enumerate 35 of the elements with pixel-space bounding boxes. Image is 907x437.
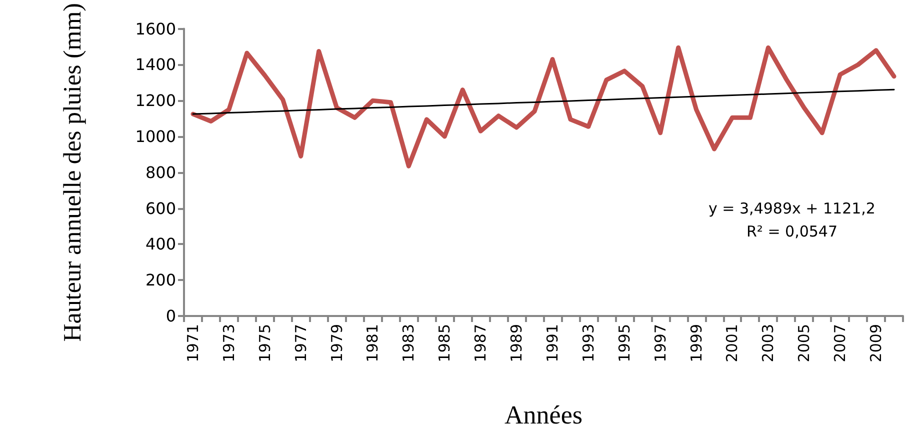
y-tick-label: 1000 bbox=[135, 126, 176, 146]
x-tick-label: 1991 bbox=[543, 324, 562, 362]
y-tick-label: 1600 bbox=[135, 19, 176, 38]
y-tick-label: 200 bbox=[145, 270, 176, 290]
annotation: y = 3,4989x + 1121,2 bbox=[708, 200, 876, 218]
x-tick-label: 1975 bbox=[256, 324, 274, 362]
y-axis-title: Hauteur annuelle des pluies (mm) bbox=[60, 2, 86, 342]
x-tick-label: 1987 bbox=[472, 324, 490, 362]
y-tick-label: 0 bbox=[166, 306, 176, 326]
x-tick-label: 1997 bbox=[651, 324, 670, 362]
annotation: R² = 0,0547 bbox=[746, 222, 838, 240]
x-axis-title: Années bbox=[504, 400, 582, 430]
y-tick-label: 400 bbox=[145, 234, 176, 254]
x-tick-label: 1979 bbox=[328, 324, 346, 362]
x-tick-label: 1977 bbox=[292, 324, 310, 362]
x-tick-label: 2007 bbox=[831, 324, 850, 362]
x-tick-label: 1999 bbox=[687, 324, 706, 362]
y-tick-label: 1400 bbox=[135, 55, 176, 74]
y-tick-label: 1200 bbox=[135, 91, 176, 110]
x-tick-label: 1985 bbox=[436, 324, 454, 362]
line-series bbox=[192, 88, 895, 115]
line-series bbox=[190, 45, 896, 168]
x-tick-label: 1971 bbox=[184, 324, 202, 362]
x-tick-label: 2001 bbox=[723, 324, 742, 362]
y-tick-label: 600 bbox=[145, 198, 176, 218]
x-tick-label: 2009 bbox=[867, 324, 886, 362]
x-tick-label: 1981 bbox=[364, 324, 382, 362]
y-tick-label: 800 bbox=[145, 162, 176, 182]
x-tick-label: 1973 bbox=[220, 324, 238, 362]
x-tick-label: 2005 bbox=[795, 324, 814, 362]
x-tick-label: 1993 bbox=[579, 324, 598, 362]
x-tick-label: 1983 bbox=[400, 324, 418, 362]
x-tick-label: 1989 bbox=[508, 324, 526, 362]
x-tick-label: 2003 bbox=[759, 324, 778, 362]
x-tick-label: 1995 bbox=[615, 324, 634, 362]
